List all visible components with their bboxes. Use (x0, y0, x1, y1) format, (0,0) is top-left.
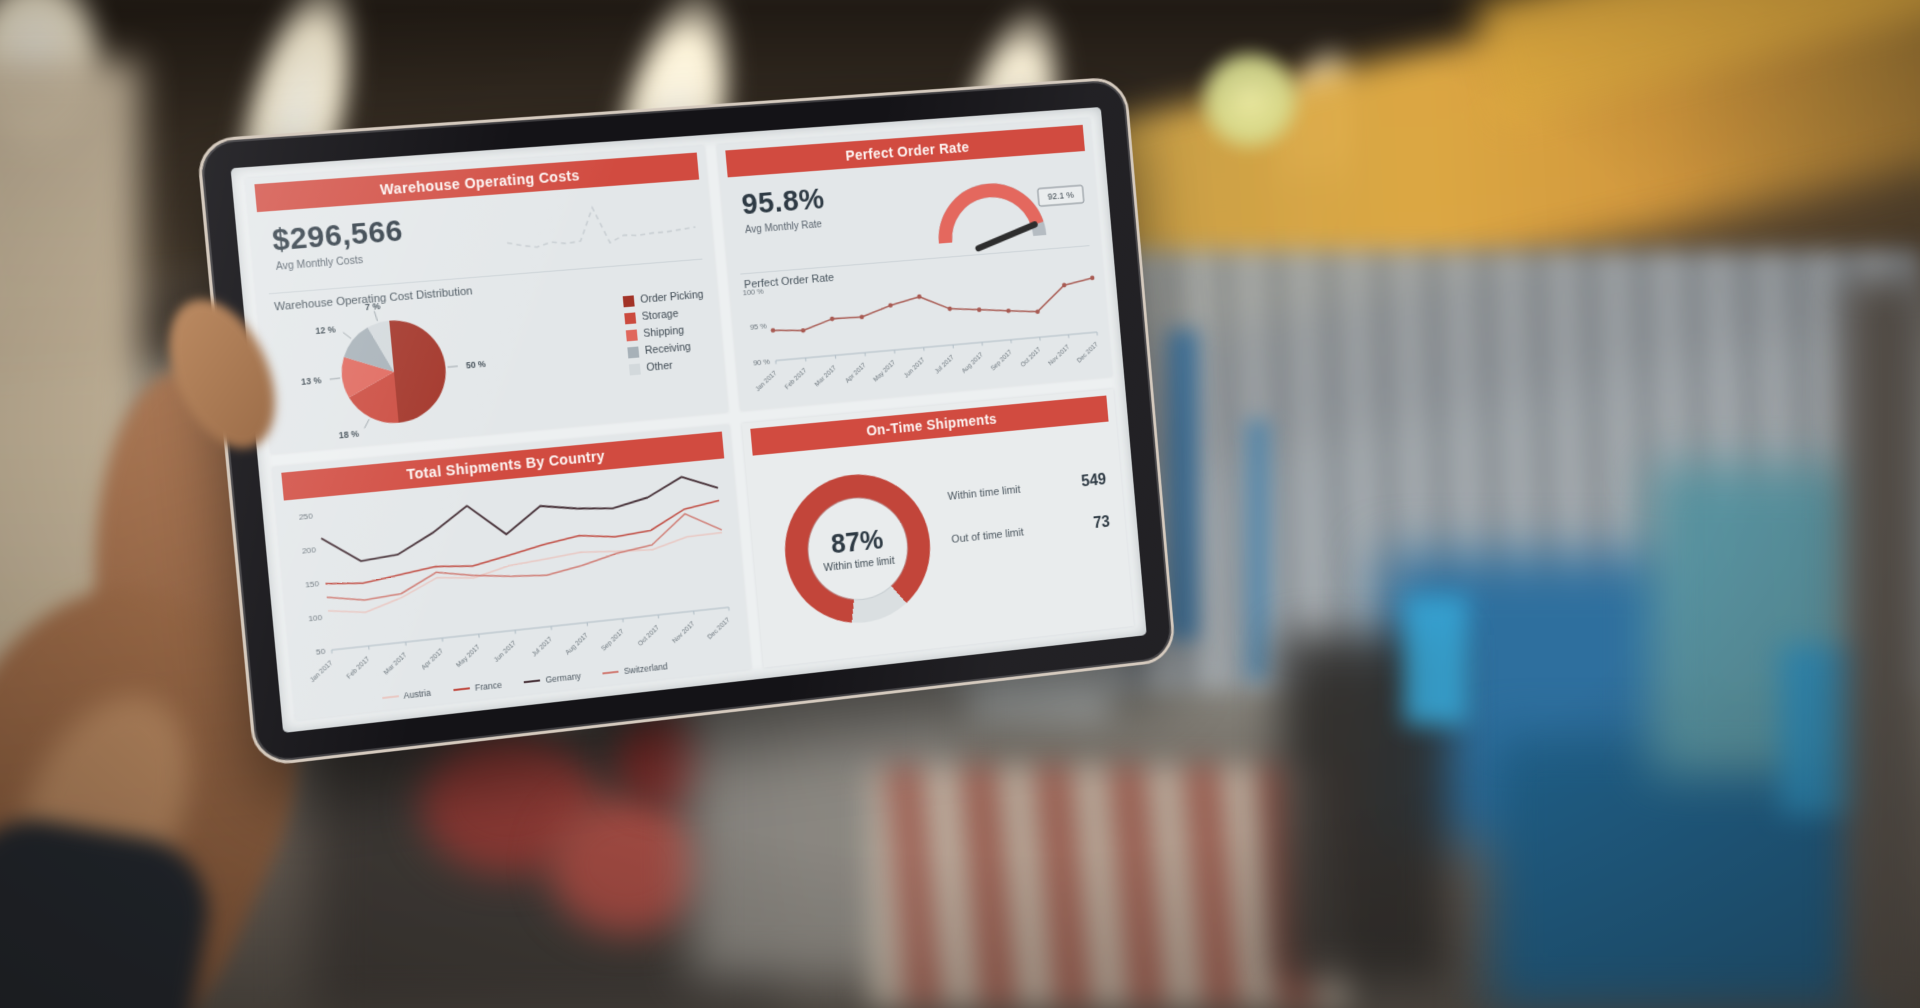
legend-item: Receiving (627, 339, 708, 358)
stat-value: 549 (1081, 471, 1107, 491)
svg-text:Jan 2017: Jan 2017 (754, 370, 778, 393)
svg-text:200: 200 (302, 545, 317, 556)
cyan-machine-part (1404, 595, 1468, 725)
blue-column (1168, 330, 1198, 640)
legend-item: Order Picking (623, 289, 704, 308)
svg-text:100: 100 (308, 613, 323, 624)
on-time-stats: Within time limit 549 Out of time limit … (947, 471, 1111, 547)
stat-label: Within time limit (947, 484, 1021, 503)
svg-text:Feb 2017: Feb 2017 (784, 367, 808, 391)
legend-item: France (453, 680, 502, 696)
svg-text:May 2017: May 2017 (872, 359, 897, 383)
panel-operating-costs: Warehouse Operating Costs $296,566 Avg M… (245, 146, 727, 454)
legend-item: Austria (381, 688, 431, 704)
svg-text:12 %: 12 % (315, 324, 337, 336)
kpi-label: Avg Monthly Rate (745, 219, 823, 236)
svg-text:Jul 2017: Jul 2017 (531, 635, 554, 658)
kpi-avg-monthly-rate: 95.8% (741, 183, 826, 222)
stat-row: Within time limit 549 (947, 471, 1107, 504)
svg-text:Sep 2017: Sep 2017 (600, 628, 625, 653)
svg-text:Oct 2017: Oct 2017 (1020, 346, 1043, 369)
svg-text:250: 250 (298, 511, 313, 522)
legend-swatch (603, 671, 619, 675)
svg-text:Feb 2017: Feb 2017 (346, 655, 372, 680)
svg-text:Dec 2017: Dec 2017 (1076, 341, 1100, 364)
tablet-screen: Warehouse Operating Costs $296,566 Avg M… (231, 107, 1147, 733)
kpi-label: Avg Monthly Costs (275, 255, 363, 273)
kpi-avg-monthly-costs: $296,566 (271, 215, 405, 259)
red-equipment (548, 795, 708, 935)
blue-column (1246, 420, 1270, 680)
panel-perfect-order-rate: Perfect Order Rate 95.8% Avg Monthly Rat… (717, 118, 1112, 410)
svg-text:13 %: 13 % (301, 375, 323, 387)
legend-label: Germany (545, 671, 581, 685)
panel-shipments-by-country: Total Shipments By Country 250 200 150 100 5… (272, 425, 751, 721)
legend-swatch (623, 295, 635, 307)
legend-label: Shipping (643, 324, 685, 339)
tablet: Warehouse Operating Costs $296,566 Avg M… (196, 76, 1177, 767)
legend-label: France (474, 680, 502, 693)
operating-costs-sparkline (500, 193, 701, 258)
dashboard: Warehouse Operating Costs $296,566 Avg M… (231, 107, 1147, 733)
svg-text:Mar 2017: Mar 2017 (814, 364, 838, 388)
svg-text:Mar 2017: Mar 2017 (383, 651, 409, 676)
on-time-donut: 87% Within time limit (779, 468, 937, 630)
svg-text:100 %: 100 % (742, 287, 764, 298)
svg-text:92.1 %: 92.1 % (1047, 190, 1074, 202)
right-shadow (1845, 280, 1920, 1008)
svg-text:Oct 2017: Oct 2017 (637, 624, 661, 648)
striped-barrier (870, 765, 1350, 1008)
warehouse-scene: Warehouse Operating Costs $296,566 Avg M… (0, 0, 1920, 1008)
legend-label: Order Picking (640, 289, 704, 306)
legend-item: Other (629, 356, 710, 375)
svg-text:90 %: 90 % (753, 357, 771, 367)
svg-text:May 2017: May 2017 (455, 643, 481, 669)
svg-text:18 %: 18 % (338, 428, 359, 440)
legend-label: Austria (403, 688, 431, 701)
stat-value: 73 (1093, 514, 1111, 533)
legend-swatch (629, 363, 641, 375)
cost-distribution-pie: 50 % 18 % 13 % 12 % 7 % (260, 286, 572, 448)
pie-legend: Order Picking Storage Shipping Receiving Oth… (623, 289, 710, 376)
svg-text:Jul 2017: Jul 2017 (934, 354, 956, 376)
legend-label: Receiving (644, 341, 691, 357)
stat-row: Out of time limit 73 (951, 514, 1111, 548)
svg-text:Nov 2017: Nov 2017 (671, 620, 696, 645)
legend-item: Storage (624, 306, 705, 325)
legend-swatch (624, 312, 636, 324)
svg-text:95 %: 95 % (749, 322, 767, 332)
svg-text:Apr 2017: Apr 2017 (844, 362, 867, 385)
svg-text:Sep 2017: Sep 2017 (990, 349, 1014, 373)
legend-swatch (524, 679, 540, 683)
svg-text:Nov 2017: Nov 2017 (1047, 344, 1071, 368)
legend-label: Storage (641, 308, 679, 323)
svg-text:150: 150 (305, 579, 320, 590)
legend-label: Switzerland (623, 661, 668, 676)
legend-swatch (453, 687, 470, 691)
svg-text:Jun 2017: Jun 2017 (903, 356, 926, 379)
stat-label: Out of time limit (951, 526, 1024, 545)
order-rate-gauge: 92.1 % (912, 154, 1095, 257)
svg-text:Apr 2017: Apr 2017 (420, 647, 445, 671)
legend-item: Germany (524, 671, 581, 687)
legend-item: Shipping (626, 323, 707, 342)
svg-text:7 %: 7 % (365, 301, 381, 312)
legend-swatch (626, 329, 638, 341)
legend-swatch (382, 695, 399, 699)
svg-text:Jun 2017: Jun 2017 (493, 639, 518, 663)
donut-value: 87% (830, 524, 885, 560)
svg-text:50: 50 (316, 646, 327, 656)
svg-text:Jan 2017: Jan 2017 (309, 659, 335, 684)
svg-text:Aug 2017: Aug 2017 (564, 631, 589, 656)
panel-on-time-shipments: On-Time Shipments 87% Within time limit … (742, 389, 1134, 668)
legend-swatch (628, 346, 640, 358)
bokeh-light (1195, 45, 1305, 155)
legend-label: Other (646, 360, 673, 374)
svg-text:Dec 2017: Dec 2017 (707, 616, 732, 641)
svg-text:50 %: 50 % (466, 359, 487, 371)
svg-text:Aug 2017: Aug 2017 (961, 351, 985, 375)
